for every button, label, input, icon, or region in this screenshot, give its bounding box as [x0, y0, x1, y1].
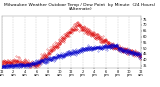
- Text: Milwaukee Weather Outdoor Temp / Dew Point  by Minute  (24 Hours) (Alternate): Milwaukee Weather Outdoor Temp / Dew Poi…: [4, 3, 156, 11]
